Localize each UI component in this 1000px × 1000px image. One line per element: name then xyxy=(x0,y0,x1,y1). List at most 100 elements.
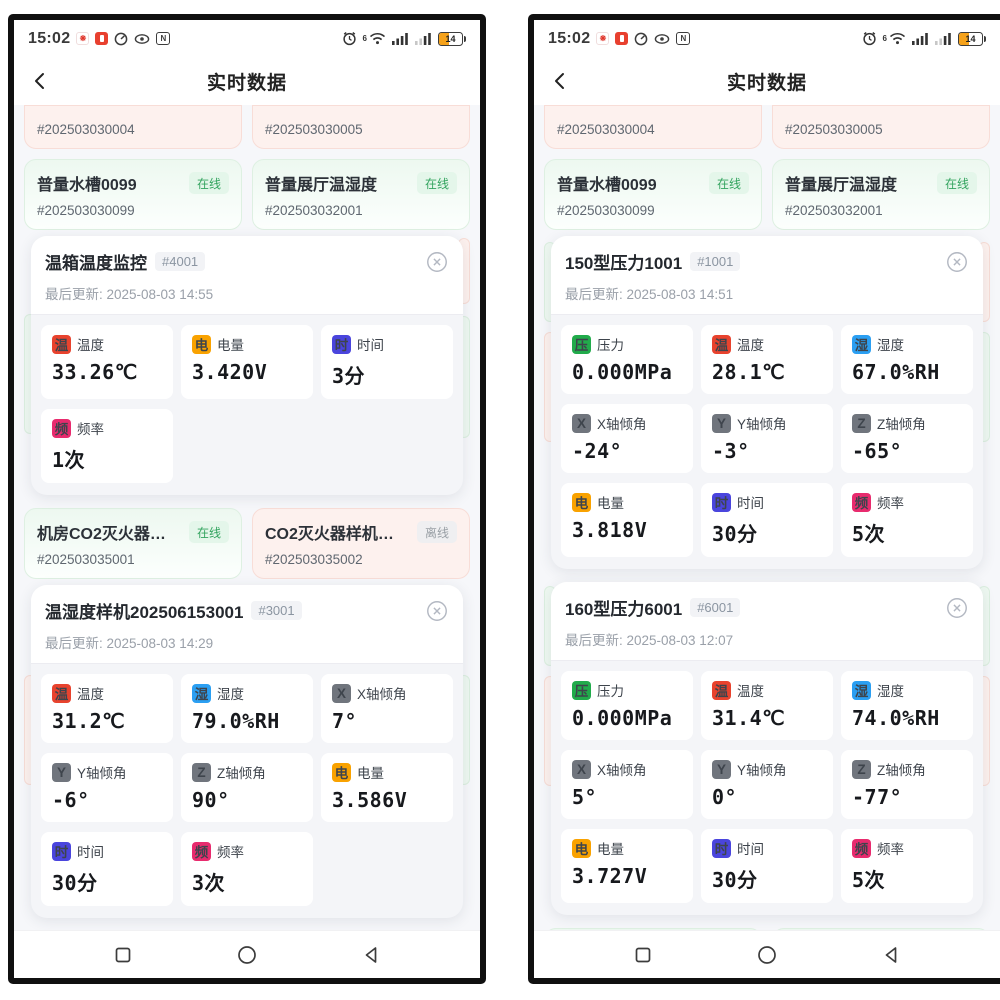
metric-label: 电量 xyxy=(597,496,624,511)
clock-text: 15:02 xyxy=(548,29,591,47)
device-card[interactable]: #202503030004 xyxy=(544,105,762,149)
frequency-chip-icon: 频 xyxy=(52,418,71,438)
close-icon[interactable] xyxy=(945,596,969,620)
device-card-row: 机房CO2灭火器… 在线 #202503035001 CO2灭火器样机… 离线 #2… xyxy=(24,508,470,579)
data-saver-icon xyxy=(634,32,648,46)
metric-value: 31.4℃ xyxy=(712,706,786,730)
last-updated-text: 最后更新: 2025-08-03 14:51 xyxy=(565,287,734,302)
metric-value: 3.727V xyxy=(572,864,648,888)
metric-tile: 时时间 30分 xyxy=(701,829,833,903)
metric-value: 31.2℃ xyxy=(52,709,126,733)
battery-app-icon xyxy=(95,32,109,45)
wifi6-label: 6 xyxy=(362,34,367,43)
metric-tile: 频频率 5次 xyxy=(841,829,973,903)
wifi-icon xyxy=(369,32,386,45)
status-badge: 在线 xyxy=(188,172,229,194)
back-button[interactable] xyxy=(546,67,574,95)
metric-label: Y轴倾角 xyxy=(737,763,787,778)
device-card[interactable]: 普量水槽0099 在线 #202503030099 xyxy=(544,159,762,230)
detail-card: 温箱温度监控 #4001 最后更新: 2025-08-03 14:55 温温度 3… xyxy=(31,236,463,495)
status-badge: 离线 xyxy=(416,521,457,543)
metric-tile: 压压力 0.000MPa xyxy=(561,671,693,740)
metric-tile: X X轴倾角 -24° xyxy=(561,404,693,473)
metric-label: 温度 xyxy=(77,687,104,702)
metric-tile: 频频率 1次 xyxy=(41,409,173,483)
device-id: #202503035002 xyxy=(265,552,363,567)
metric-label: Z轴倾角 xyxy=(877,417,926,432)
partial-card-row: #202503030004 #202503030005 xyxy=(24,105,470,149)
last-updated-text: 最后更新: 2025-08-03 12:07 xyxy=(565,633,734,648)
metric-label: Z轴倾角 xyxy=(217,766,266,781)
y-axis-chip-icon: Y xyxy=(712,413,731,433)
home-button[interactable] xyxy=(752,940,782,970)
metric-tile: X X轴倾角 5° xyxy=(561,750,693,819)
x-axis-chip-icon: X xyxy=(332,683,351,703)
back-button[interactable] xyxy=(26,67,54,95)
device-card-row: 凤凰山隧道阳春…在线 #202503170002 1号池塘水温在线 #20250… xyxy=(544,928,990,930)
close-icon[interactable] xyxy=(425,250,449,274)
android-nav-bar xyxy=(14,930,480,978)
humidity-chip-icon: 湿 xyxy=(852,334,871,354)
status-badge: 在线 xyxy=(416,172,457,194)
recents-button[interactable] xyxy=(628,940,658,970)
metric-label: 时间 xyxy=(357,338,384,353)
app-notification-icon: ❋ xyxy=(76,32,90,45)
y-axis-chip-icon: Y xyxy=(52,762,71,782)
metric-value: 33.26℃ xyxy=(52,360,138,384)
metric-label: X轴倾角 xyxy=(597,417,647,432)
android-nav-bar xyxy=(534,930,1000,978)
battery-chip-icon: 电 xyxy=(572,492,591,512)
device-title: 普量水槽0099 xyxy=(557,177,657,194)
battery-chip-icon: 电 xyxy=(192,334,211,354)
temperature-chip-icon: 温 xyxy=(712,680,731,700)
device-id: #202503035001 xyxy=(37,552,135,567)
metric-tile: 温温度 28.1℃ xyxy=(701,325,833,394)
metric-label: 频率 xyxy=(77,422,104,437)
device-card[interactable]: 普量展厅温湿度 在线 #202503032001 xyxy=(252,159,470,230)
metric-tile: 频频率 3次 xyxy=(181,832,313,906)
close-icon[interactable] xyxy=(425,599,449,623)
device-id: #202503030005 xyxy=(265,122,363,137)
app-header: 实时数据 xyxy=(14,57,480,105)
metric-tile: 湿湿度 67.0%RH xyxy=(841,325,973,394)
device-title: 普量展厅温湿度 xyxy=(785,177,898,194)
device-title: 机房CO2灭火器… xyxy=(37,526,166,543)
metric-tile: Z Z轴倾角 -65° xyxy=(841,404,973,473)
back-nav-button[interactable] xyxy=(876,940,906,970)
alarm-icon xyxy=(342,31,357,46)
close-icon[interactable] xyxy=(945,250,969,274)
metric-value: 3分 xyxy=(332,364,366,388)
device-card[interactable]: 普量水槽0099 在线 #202503030099 xyxy=(24,159,242,230)
device-card[interactable]: 普量展厅温湿度 在线 #202503032001 xyxy=(772,159,990,230)
detail-card-header: 150型压力1001 #1001 最后更新: 2025-08-03 14:51 xyxy=(551,236,983,315)
detail-tag: #4001 xyxy=(155,252,206,271)
device-card[interactable]: 机房CO2灭火器… 在线 #202503035001 xyxy=(24,508,242,579)
metric-tile: 时时间 30分 xyxy=(701,483,833,557)
metric-tile: 电电量 3.818V xyxy=(561,483,693,557)
metric-grid: 温温度 31.2℃ 湿湿度 79.0%RH X X轴倾角 7° Y Y轴倾角 -6° Z Z轴… xyxy=(31,664,463,918)
metric-label: 电量 xyxy=(597,842,624,857)
nfc-icon: N xyxy=(156,32,171,45)
time-chip-icon: 时 xyxy=(712,492,731,512)
metric-label: 时间 xyxy=(737,842,764,857)
device-card[interactable]: #202503030005 xyxy=(772,105,990,149)
back-nav-button[interactable] xyxy=(356,940,386,970)
pressure-chip-icon: 压 xyxy=(572,334,591,354)
device-card[interactable]: #202503030004 xyxy=(24,105,242,149)
partial-card-row: #202503030004 #202503030005 xyxy=(544,105,990,149)
detail-tag: #6001 xyxy=(690,598,741,617)
device-id: #202503032001 xyxy=(265,203,363,218)
device-card[interactable]: CO2灭火器样机… 离线 #202503035002 xyxy=(252,508,470,579)
metric-grid: 压压力 0.000MPa 温温度 31.4℃ 湿湿度 74.0%RH X X轴倾角 5° … xyxy=(551,661,983,915)
last-updated-text: 最后更新: 2025-08-03 14:55 xyxy=(45,287,214,302)
temperature-chip-icon: 温 xyxy=(712,334,731,354)
device-card[interactable]: #202503030005 xyxy=(252,105,470,149)
metric-tile: 电电量 3.586V xyxy=(321,753,453,822)
recents-button[interactable] xyxy=(108,940,138,970)
home-button[interactable] xyxy=(232,940,262,970)
z-axis-chip-icon: Z xyxy=(192,762,211,782)
metric-label: 时间 xyxy=(77,845,104,860)
metric-label: 电量 xyxy=(357,766,384,781)
signal-bars-sim2-icon xyxy=(415,32,432,45)
metric-tile: 温温度 31.2℃ xyxy=(41,674,173,743)
